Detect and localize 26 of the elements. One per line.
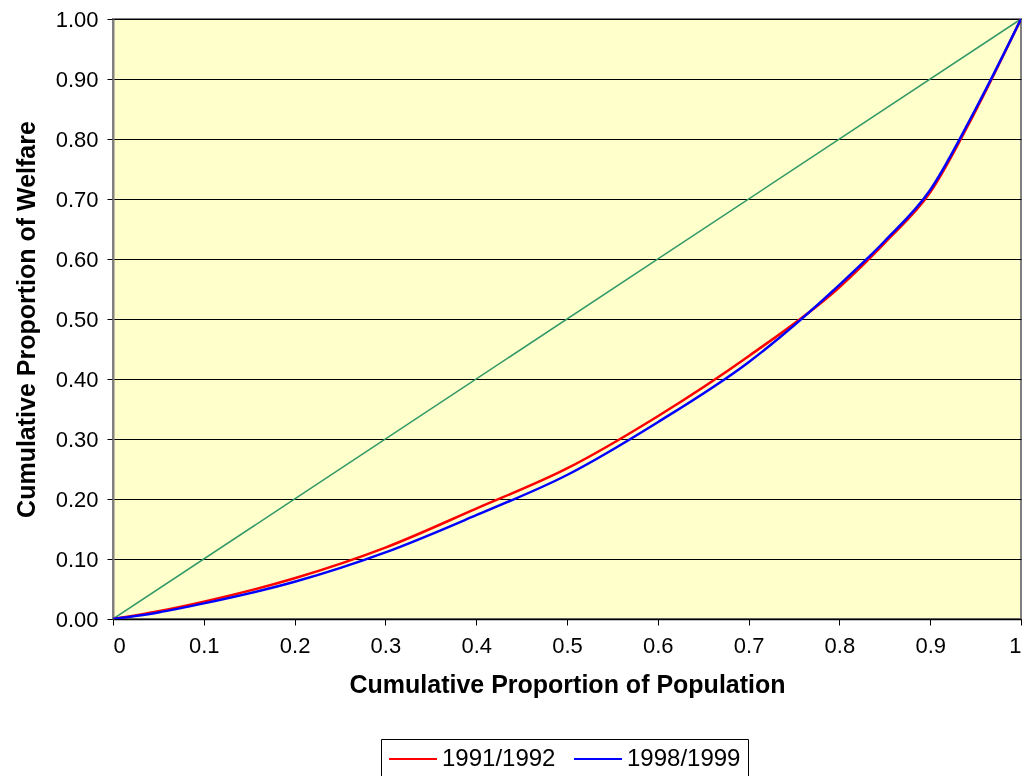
x-tick-label: 0.3 [370,632,402,658]
y-tick-label: 0.60 [55,246,99,272]
y-tick-label: 0.10 [55,546,99,572]
y-tick-label: 0.80 [55,126,99,152]
legend-label: 1991/1992 [442,744,556,771]
y-tick-label: 0.70 [55,186,99,212]
y-tick-label: 0.90 [55,66,99,92]
x-tick-label: 0.2 [279,632,311,658]
x-tick-label: 0.4 [461,632,492,658]
y-tick-label: 1.00 [55,6,99,32]
x-tick-label: 0.6 [643,632,674,658]
y-tick-label: 0.00 [55,606,99,632]
y-tick-label: 0.30 [55,426,99,452]
y-axis-title: Cumulative Proportion of Welfare [11,121,40,518]
x-tick-label: 0.8 [824,632,856,658]
x-tick-label: 0.5 [552,632,583,658]
x-tick-label: 0.7 [733,632,765,658]
x-tick-label: 0.9 [915,632,946,658]
x-axis-title: Cumulative Proportion of Population [349,669,786,698]
y-tick-label: 0.40 [55,366,99,392]
legend-label: 1998/1999 [627,744,741,771]
x-tick-label: 1 [1009,632,1022,658]
x-tick-label: 0 [113,632,126,658]
y-tick-label: 0.50 [55,306,99,332]
y-tick-label: 0.20 [55,486,99,512]
x-tick-label: 0.1 [189,632,220,658]
